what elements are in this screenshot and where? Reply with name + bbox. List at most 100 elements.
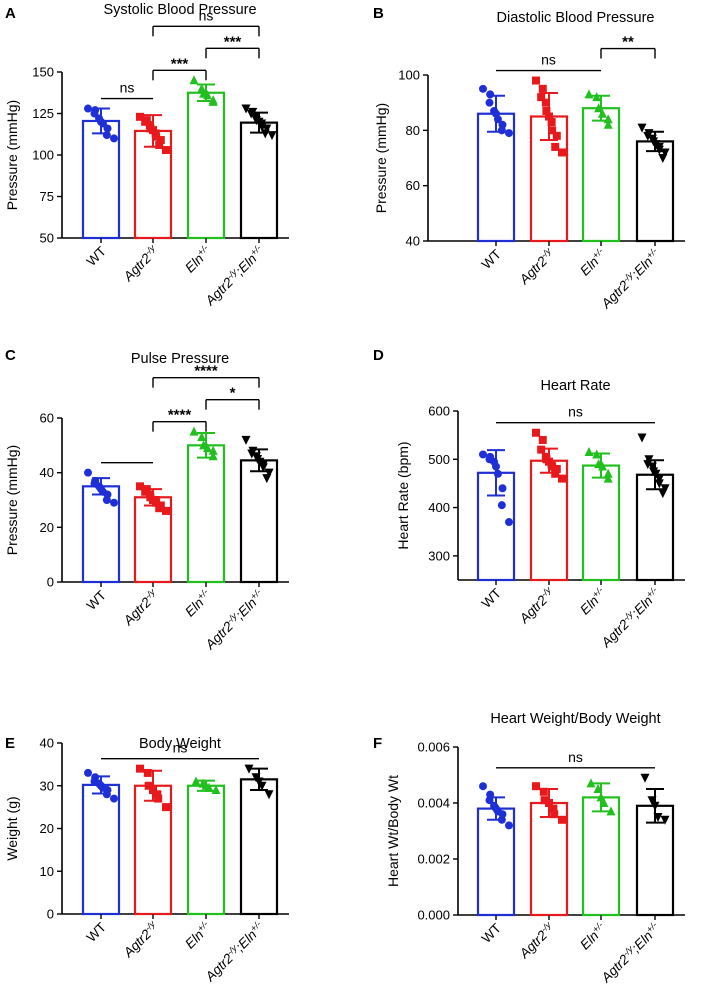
data-point xyxy=(479,782,487,791)
y-tick-label: 400 xyxy=(428,500,450,515)
x-tick-label: Agtr2-/y;Eln+/- xyxy=(597,920,663,986)
data-point xyxy=(189,75,199,85)
y-axis-label: Heart Rate (bpm) xyxy=(395,441,411,549)
x-tick-label: Agtr2-/y xyxy=(119,242,161,284)
data-point xyxy=(136,112,144,121)
data-point xyxy=(141,117,150,126)
data-point xyxy=(660,815,670,825)
chart-title: Pulse Pressure xyxy=(131,351,229,367)
data-point xyxy=(643,460,653,470)
significance-bracket: *** xyxy=(205,33,260,59)
x-label-main: WT xyxy=(479,586,504,611)
chart-title: Diastolic Blood Pressure xyxy=(497,10,655,26)
y-axis-label: Pressure (mmHg) xyxy=(4,445,20,555)
x-tick-label: WT xyxy=(479,586,504,611)
data-point xyxy=(586,778,596,788)
x-tick-label: WT xyxy=(479,921,504,946)
significance-bracket: **** xyxy=(152,407,207,432)
data-point xyxy=(479,84,487,93)
x-tick-label: Eln+/- xyxy=(181,919,214,952)
data-point xyxy=(637,433,647,443)
x-tick-label: Agtr2-/y xyxy=(515,919,557,961)
bar-Eln xyxy=(186,444,226,584)
x-tick-label: WT xyxy=(84,244,109,269)
data-point xyxy=(241,104,251,114)
y-tick-label: 0.000 xyxy=(417,908,450,923)
data-point xyxy=(162,146,170,155)
data-point xyxy=(658,154,668,163)
panel-label: D xyxy=(373,347,384,364)
significance-label: ns xyxy=(541,52,556,68)
data-point xyxy=(606,806,616,816)
data-point xyxy=(152,132,161,141)
data-point xyxy=(262,474,272,484)
significance-label: * xyxy=(230,385,236,402)
chart-title: Body Weight xyxy=(139,736,221,752)
data-point xyxy=(258,463,268,473)
data-point xyxy=(497,126,506,135)
significance-label: ** xyxy=(622,34,634,51)
data-point xyxy=(267,131,277,141)
significance-bracket: *** xyxy=(152,55,207,81)
bar-Agtr2;Eln xyxy=(239,459,279,584)
data-point xyxy=(144,781,153,790)
data-point xyxy=(637,123,647,133)
data-point xyxy=(141,487,150,496)
y-tick-label: 600 xyxy=(428,404,450,419)
significance-bracket: ns xyxy=(496,52,601,72)
data-point xyxy=(541,98,550,107)
y-tick-label: 20 xyxy=(40,821,54,836)
data-point xyxy=(584,447,594,457)
data-point xyxy=(498,484,507,493)
panel-F: F Heart Weight/Body Weight Heart Wt/Body W… xyxy=(373,711,685,986)
x-tick-label: Eln+/- xyxy=(181,587,214,620)
y-tick-label: 100 xyxy=(32,148,54,163)
data-point xyxy=(539,787,548,796)
data-point xyxy=(540,796,549,805)
y-tick-label: 0 xyxy=(47,907,54,922)
data-point xyxy=(136,764,144,773)
data-point xyxy=(505,821,513,830)
significance-label: **** xyxy=(194,363,218,380)
y-tick-label: 75 xyxy=(40,189,54,204)
data-point xyxy=(497,501,506,510)
significance-label: ns xyxy=(173,740,188,756)
data-point xyxy=(262,124,272,134)
chart-title: Heart Weight/Body Weight xyxy=(490,711,660,727)
y-axis-label: Pressure (mmHg) xyxy=(4,100,20,210)
bar-Agtr2;Eln xyxy=(239,778,279,916)
data-point xyxy=(549,804,558,813)
data-point xyxy=(552,464,561,473)
data-point xyxy=(538,84,547,93)
data-point xyxy=(153,790,162,799)
data-point xyxy=(247,449,257,459)
data-point xyxy=(550,810,559,819)
data-point xyxy=(558,474,566,483)
bar-Eln xyxy=(581,107,621,243)
significance-bracket: ns xyxy=(152,7,260,37)
data-point xyxy=(532,428,540,437)
x-tick-label: WT xyxy=(479,247,504,272)
data-point xyxy=(241,435,251,445)
data-point xyxy=(84,468,92,477)
data-point xyxy=(552,131,561,140)
data-point xyxy=(244,764,254,774)
data-point xyxy=(84,104,92,113)
panel-label: B xyxy=(373,5,384,22)
data-point xyxy=(486,90,495,99)
x-label-main: WT xyxy=(84,588,109,613)
significance-label: ns xyxy=(120,80,135,96)
data-point xyxy=(537,93,546,102)
bar-Eln xyxy=(186,784,226,916)
x-label-main: WT xyxy=(84,920,109,945)
x-tick-label: Agtr2-/y;Eln+/- xyxy=(201,243,267,309)
significance-label: **** xyxy=(168,407,192,424)
panel-label: C xyxy=(5,347,16,364)
x-label-main: WT xyxy=(84,244,109,269)
data-point xyxy=(110,498,118,507)
data-point xyxy=(154,794,163,803)
data-point xyxy=(103,124,112,133)
significance-bracket: **** xyxy=(152,363,260,388)
data-point xyxy=(551,142,560,151)
